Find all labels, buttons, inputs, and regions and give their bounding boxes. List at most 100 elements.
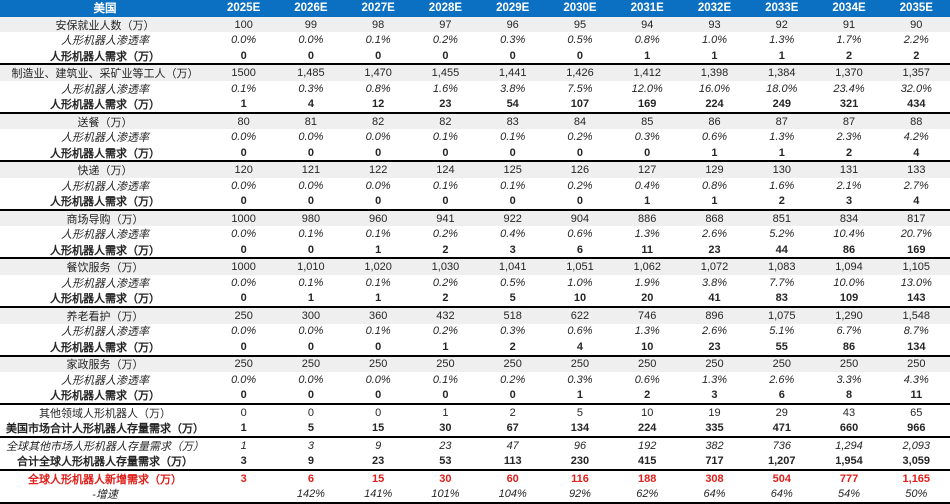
cell: 18.0% bbox=[766, 82, 798, 95]
table-row: 人形机器人渗透率 0.0% 0.0% 0.0% 0.1% 0.1% 0.2% 0.3% 0.6%… bbox=[0, 129, 950, 145]
cell: 1.3% bbox=[634, 325, 660, 338]
cell: 1,062 bbox=[633, 261, 661, 274]
row-label: -增速 bbox=[92, 489, 118, 502]
cell: 13.0% bbox=[900, 276, 932, 289]
cell: 382 bbox=[705, 439, 724, 452]
table-row: 人形机器人渗透率 0.0% 0.0% 0.1% 0.2% 0.3% 0.6% 1.3% 2.6%… bbox=[0, 324, 950, 340]
cell: 131 bbox=[839, 164, 859, 177]
cell: 834 bbox=[839, 212, 859, 225]
cell: 11 bbox=[641, 243, 654, 256]
cell: 86 bbox=[842, 340, 856, 353]
row-label: 制造业、建筑业、采矿业等工人（万） bbox=[11, 68, 199, 81]
row-label: 人形机器人渗透率 bbox=[61, 374, 149, 387]
cell: 86 bbox=[708, 115, 721, 128]
row-label: 养老看护（万） bbox=[66, 310, 144, 323]
row-label: 人形机器人需求（万） bbox=[50, 147, 160, 160]
cell: 20.7% bbox=[900, 228, 932, 241]
cell: 868 bbox=[705, 212, 724, 225]
cell: 250 bbox=[436, 358, 455, 371]
cell: 47 bbox=[506, 439, 519, 452]
cell: 23.4% bbox=[833, 82, 865, 95]
row-label: 人形机器人渗透率 bbox=[61, 229, 149, 242]
cell: 87 bbox=[775, 115, 788, 128]
row-label: 人形机器人需求（万） bbox=[50, 390, 160, 403]
cell: 104% bbox=[498, 488, 527, 501]
cell: 250 bbox=[772, 358, 791, 371]
cell: 250 bbox=[570, 358, 590, 371]
cell: 0 bbox=[307, 340, 314, 353]
cell: 300 bbox=[301, 309, 321, 322]
cell: 2 bbox=[509, 340, 516, 353]
cell: 54 bbox=[506, 98, 519, 111]
cell: 23 bbox=[708, 243, 721, 256]
cell: 19 bbox=[708, 406, 721, 419]
cell: 10 bbox=[641, 340, 654, 353]
cell: 922 bbox=[503, 212, 522, 225]
cell: 41 bbox=[708, 292, 721, 305]
cell: 4 bbox=[576, 340, 584, 353]
cell: 0.0% bbox=[365, 179, 391, 192]
cell: 8 bbox=[845, 389, 853, 402]
cell: 91 bbox=[842, 18, 856, 31]
cell: 1.3% bbox=[701, 373, 728, 386]
cell: 230 bbox=[570, 455, 590, 468]
cell: 321 bbox=[839, 98, 859, 111]
cell: 518 bbox=[503, 309, 522, 322]
cell: 1 bbox=[375, 243, 382, 256]
cell: 1 bbox=[644, 49, 651, 62]
cell: 1.9% bbox=[634, 276, 660, 289]
cell: 9 bbox=[375, 439, 382, 452]
cell: 97 bbox=[439, 18, 452, 31]
cell: 0.3% bbox=[500, 34, 526, 47]
table-row: 养老看护（万） 250 300 360 432 518 622 746 896 1,075 1,29… bbox=[0, 308, 950, 324]
cell: 0 bbox=[576, 146, 584, 159]
cell: 125 bbox=[503, 164, 522, 177]
cell: 1 bbox=[375, 292, 382, 305]
cell: 0.0% bbox=[231, 325, 257, 338]
cell: 0 bbox=[240, 195, 247, 208]
row-label: 全球人形机器人新增需求（万） bbox=[28, 473, 182, 486]
cell: 1,470 bbox=[364, 67, 392, 80]
table-row: 人形机器人渗透率 0.0% 0.0% 0.1% 0.2% 0.3% 0.5% 0.8% 1.0%… bbox=[0, 32, 950, 48]
cell: 0 bbox=[442, 49, 449, 62]
cell: 0 bbox=[375, 406, 382, 419]
cell: 96 bbox=[506, 18, 519, 31]
row-label: 其他领域人形机器人（万） bbox=[39, 407, 171, 420]
cell: 1 bbox=[442, 340, 449, 353]
cell: 10.0% bbox=[833, 276, 865, 289]
row-label: 人形机器人渗透率 bbox=[61, 132, 149, 145]
cell: 143 bbox=[907, 292, 926, 305]
cell: 23 bbox=[439, 439, 452, 452]
cell: 1,094 bbox=[835, 261, 863, 274]
cell: 20 bbox=[641, 292, 654, 305]
cell: 127 bbox=[638, 164, 657, 177]
row-label: 人形机器人渗透率 bbox=[61, 326, 149, 339]
cell: 0 bbox=[375, 49, 382, 62]
cell: 432 bbox=[436, 309, 455, 322]
cell: 130 bbox=[772, 164, 791, 177]
cell: 2 bbox=[644, 389, 651, 402]
table-row: 制造业、建筑业、采矿业等工人（万） 1500 1,485 1,470 1,455 1,44… bbox=[0, 65, 950, 81]
cell: 50% bbox=[905, 488, 928, 501]
cell: 0.1% bbox=[365, 228, 391, 241]
cell: 0 bbox=[375, 389, 382, 402]
cell: 2.3% bbox=[836, 131, 862, 144]
year-header-cell: 2027E bbox=[361, 2, 395, 15]
cell: 0.2% bbox=[432, 276, 458, 289]
cell: 96 bbox=[573, 439, 587, 452]
cell: 10 bbox=[573, 292, 587, 305]
cell: 0.0% bbox=[231, 373, 257, 386]
cell: 53 bbox=[439, 455, 452, 468]
cell: 0 bbox=[307, 243, 314, 256]
cell: 660 bbox=[839, 422, 859, 435]
cell: 2 bbox=[509, 406, 516, 419]
cell: 109 bbox=[839, 292, 859, 305]
cell: 1,051 bbox=[566, 261, 594, 274]
cell: 960 bbox=[368, 212, 388, 225]
cell: 0.1% bbox=[432, 131, 458, 144]
table-row: 人形机器人渗透率 0.0% 0.0% 0.0% 0.1% 0.1% 0.2% 0.4% 0.8%… bbox=[0, 178, 950, 194]
cell: 84 bbox=[573, 115, 587, 128]
cell: 3 bbox=[845, 195, 853, 208]
row-label: 人形机器人需求（万） bbox=[50, 244, 160, 257]
cell: 1,030 bbox=[431, 261, 460, 274]
